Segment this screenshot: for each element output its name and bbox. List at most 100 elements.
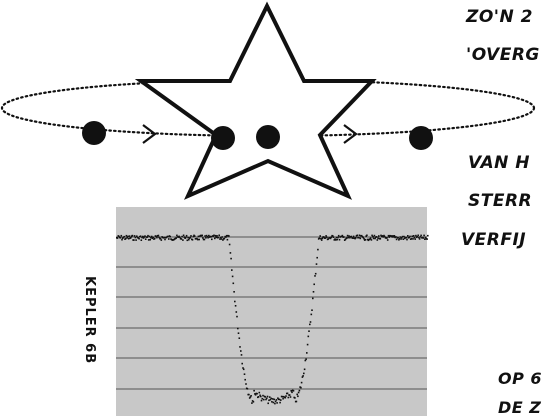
- curve-point: [185, 234, 188, 237]
- curve-point: [401, 236, 403, 239]
- curve-point: [133, 235, 136, 237]
- curve-point: [302, 375, 304, 377]
- curve-point: [315, 263, 318, 265]
- curve-point: [250, 395, 252, 397]
- curve-point: [254, 393, 256, 395]
- curve-point: [383, 235, 386, 238]
- curve-point: [176, 234, 178, 237]
- caption-line-1: ZO'N 2: [465, 7, 533, 27]
- curve-point: [217, 236, 220, 239]
- curve-point: [300, 386, 302, 389]
- curve-point: [168, 238, 170, 240]
- curve-point: [380, 234, 382, 237]
- curve-point: [306, 352, 308, 354]
- curve-point: [286, 392, 289, 395]
- curve-point: [309, 321, 312, 323]
- curve-point: [277, 397, 279, 399]
- curve-point: [415, 234, 417, 237]
- curve-point: [335, 236, 338, 239]
- curve-point: [394, 236, 396, 239]
- curve-point: [427, 234, 429, 237]
- curve-point: [323, 237, 326, 239]
- curve-point: [386, 239, 389, 241]
- curve-point: [127, 235, 129, 238]
- curve-point: [346, 237, 348, 239]
- curve-point: [189, 236, 192, 239]
- curve-point: [164, 238, 166, 241]
- curve-point: [260, 395, 262, 398]
- curve-point: [245, 383, 247, 385]
- curve-point: [289, 396, 292, 398]
- curve-point: [240, 350, 242, 352]
- curve-point: [411, 235, 413, 238]
- curve-point: [219, 236, 222, 239]
- curve-point: [350, 235, 353, 238]
- chevron-right-icon: [142, 124, 157, 144]
- curve-point: [234, 305, 237, 307]
- light-curve-series: [116, 234, 429, 405]
- curve-point: [165, 236, 168, 239]
- curve-point: [198, 238, 200, 241]
- planet-dot: [409, 126, 433, 150]
- curve-point: [275, 399, 278, 401]
- curve-point: [238, 337, 241, 339]
- curve-point: [210, 236, 212, 238]
- curve-point: [258, 391, 261, 394]
- curve-point: [399, 236, 402, 238]
- curve-point: [130, 236, 132, 239]
- curve-point: [179, 236, 181, 239]
- curve-point: [418, 238, 421, 240]
- curve-point: [298, 389, 301, 392]
- curve-point: [320, 239, 323, 241]
- curve-point: [303, 368, 306, 371]
- curve-point: [401, 235, 404, 238]
- curve-point: [147, 239, 150, 241]
- curve-point: [237, 332, 240, 334]
- curve-point: [125, 234, 128, 237]
- curve-point: [417, 234, 419, 237]
- curve-point: [155, 235, 157, 238]
- curve-point: [340, 235, 343, 238]
- curve-point: [387, 234, 390, 237]
- curve-point: [408, 236, 410, 239]
- curve-point: [244, 378, 246, 381]
- curve-point: [323, 236, 325, 238]
- curve-point: [407, 235, 409, 237]
- curve-point: [220, 238, 223, 240]
- curve-point: [183, 236, 186, 238]
- curve-point: [193, 235, 196, 237]
- curve-point: [270, 397, 272, 400]
- curve-point: [216, 235, 218, 237]
- curve-point: [398, 237, 401, 240]
- curve-point: [150, 236, 152, 239]
- curve-point: [292, 390, 295, 392]
- star-outline-icon: [134, 1, 377, 200]
- curve-point: [248, 393, 250, 396]
- curve-point: [291, 391, 293, 394]
- curve-point: [203, 238, 206, 241]
- curve-point: [187, 236, 189, 239]
- curve-point: [233, 291, 235, 293]
- curve-point: [118, 235, 120, 238]
- caption-line-2: 'OVERG: [466, 45, 540, 65]
- curve-point: [366, 234, 368, 237]
- curve-point: [314, 275, 316, 277]
- curve-point: [419, 236, 422, 238]
- curve-point: [372, 236, 374, 238]
- curve-point: [299, 386, 301, 388]
- curve-point: [144, 235, 146, 237]
- curve-point: [141, 236, 143, 239]
- curve-point: [325, 235, 327, 237]
- curve-point: [316, 256, 318, 259]
- curve-point: [288, 394, 291, 396]
- planet-dot: [82, 121, 106, 145]
- curve-point: [341, 234, 344, 237]
- curve-point: [268, 396, 271, 398]
- curve-point: [214, 237, 216, 240]
- curve-point: [146, 236, 148, 238]
- curve-point: [320, 238, 322, 240]
- curve-point: [242, 367, 244, 369]
- curve-point: [237, 327, 239, 330]
- curve-point: [352, 235, 355, 238]
- curve-point: [225, 234, 228, 237]
